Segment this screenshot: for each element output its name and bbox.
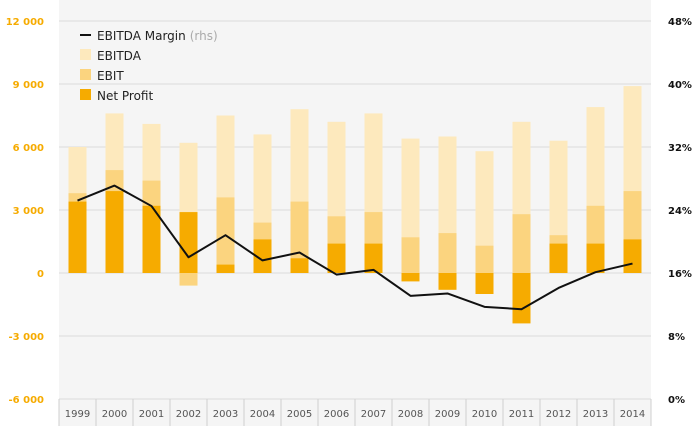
net-profit-bar: [550, 244, 568, 273]
legend-label-suffix: (rhs): [190, 29, 218, 43]
net-profit-bar: [291, 258, 309, 273]
category-label: 2011: [509, 409, 534, 420]
category-label: 2012: [546, 409, 571, 420]
legend-swatch: [80, 89, 91, 100]
left-axis-tick-label: 6 000: [13, 143, 44, 154]
ebit-bar: [439, 233, 457, 273]
category-label: 2004: [250, 409, 275, 420]
legend-label-text: EBITDA: [97, 49, 142, 63]
category-label: 2014: [620, 409, 645, 420]
category-label: 2009: [435, 409, 460, 420]
left-axis-tick-label: 12 000: [6, 17, 44, 28]
left-axis-tick-label: 0: [37, 269, 44, 280]
net-profit-bar: [513, 273, 531, 323]
net-profit-bar: [69, 202, 87, 273]
ebit-bar: [476, 246, 494, 273]
category-label: 2001: [139, 409, 164, 420]
left-axis-tick-label: -3 000: [9, 332, 45, 343]
net-profit-bar: [587, 244, 605, 273]
net-profit-bar: [624, 239, 642, 273]
category-label: 2006: [324, 409, 349, 420]
category-label: 2008: [398, 409, 423, 420]
net-profit-bar: [328, 244, 346, 273]
ebit-bar: [180, 273, 198, 286]
net-profit-bar: [180, 212, 198, 273]
net-profit-bar: [476, 273, 494, 294]
category-label: 1999: [65, 409, 90, 420]
ebit-bar: [402, 237, 420, 273]
legend-label-text: EBIT: [97, 69, 124, 83]
right-axis-tick-label: 16%: [668, 269, 692, 280]
legend-label-text: Net Profit: [97, 89, 153, 103]
left-axis-tick-label: 3 000: [13, 206, 44, 217]
right-axis-tick-label: 48%: [668, 17, 692, 28]
legend-swatch: [80, 49, 91, 60]
net-profit-bar: [365, 244, 383, 273]
category-label: 2007: [361, 409, 386, 420]
net-profit-bar: [402, 273, 420, 281]
legend-label: EBIT: [97, 69, 124, 83]
legend-label-text: EBITDA Margin: [97, 29, 186, 43]
category-label: 2005: [287, 409, 312, 420]
left-axis-tick-label: 9 000: [13, 80, 44, 91]
category-label: 2013: [583, 409, 608, 420]
legend-swatch: [80, 69, 91, 80]
category-label: 2003: [213, 409, 238, 420]
right-axis-tick-label: 24%: [668, 206, 692, 217]
right-axis-tick-label: 8%: [668, 332, 685, 343]
net-profit-bar: [106, 191, 124, 273]
ebit-bar: [513, 214, 531, 273]
legend-label: EBITDA: [97, 49, 142, 63]
right-axis-tick-label: 0%: [668, 395, 685, 406]
category-label: 2010: [472, 409, 497, 420]
legend-label: Net Profit: [97, 89, 153, 103]
legend-label: EBITDA Margin (rhs): [97, 29, 218, 43]
right-axis-tick-label: 40%: [668, 80, 692, 91]
net-profit-bar: [217, 265, 235, 273]
left-axis-tick-label: -6 000: [9, 395, 45, 406]
right-axis-tick-label: 32%: [668, 143, 692, 154]
category-label: 2000: [102, 409, 127, 420]
net-profit-bar: [439, 273, 457, 290]
category-label: 2002: [176, 409, 201, 420]
